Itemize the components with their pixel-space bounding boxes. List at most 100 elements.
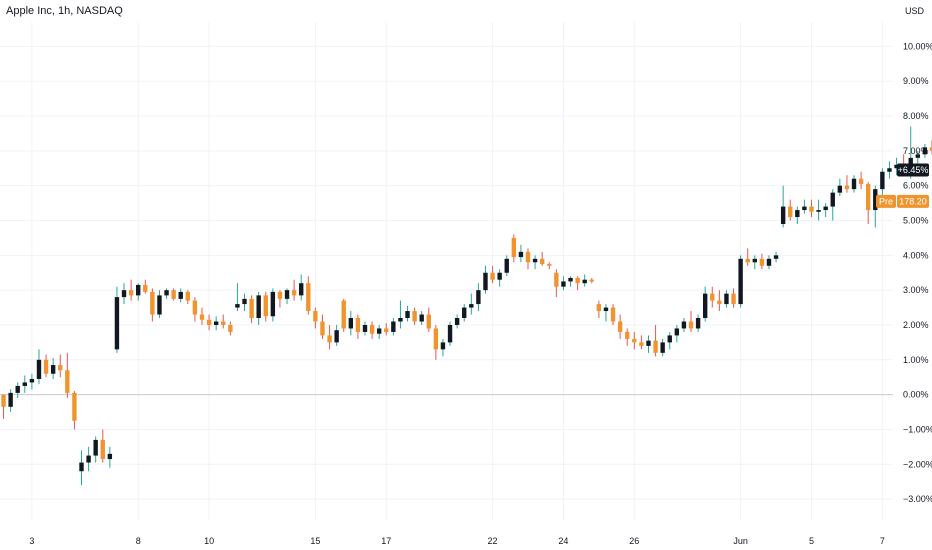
candle-body — [72, 392, 77, 421]
candle-body — [433, 328, 439, 350]
candle-body — [192, 300, 198, 315]
candle-body — [745, 258, 750, 263]
candle-body — [8, 392, 13, 407]
candle-body — [554, 272, 559, 287]
candle-body — [157, 295, 162, 315]
pre-market-label: Pre — [879, 196, 893, 206]
candle-body — [681, 321, 687, 329]
candle-body — [469, 304, 474, 308]
candle-body — [625, 331, 630, 339]
candle-body — [199, 314, 205, 320]
candle-body — [355, 318, 361, 332]
current-value-label: +6.45% — [898, 165, 929, 175]
candle-body — [702, 293, 708, 319]
candle-body — [313, 311, 318, 322]
y-tick-label: 3.00% — [903, 285, 929, 295]
candle-body — [114, 297, 120, 350]
candle-body — [858, 178, 864, 184]
candle-body — [717, 300, 722, 305]
candle-layer — [1, 126, 932, 486]
candle-body — [724, 293, 729, 305]
pre-market-price: 178.20 — [899, 196, 927, 206]
candle-body — [823, 206, 828, 211]
candle-body — [320, 321, 325, 336]
candle-body — [780, 206, 786, 224]
candle-body — [58, 365, 63, 371]
candle-body — [610, 307, 616, 322]
y-tick-label: 0.00% — [903, 390, 929, 400]
candle-body — [79, 462, 84, 472]
x-tick-label: Jun — [733, 536, 748, 546]
candle-body — [596, 304, 602, 312]
candle-body — [483, 272, 488, 291]
candle-body — [263, 295, 268, 317]
candle-body — [391, 321, 396, 332]
candle-body — [327, 335, 332, 343]
candle-body — [539, 258, 545, 265]
y-tick-label: 1.00% — [903, 355, 929, 365]
candle-body — [632, 338, 637, 343]
candle-body — [242, 298, 247, 305]
candle-body — [511, 237, 517, 258]
candle-body — [844, 185, 850, 190]
x-tick-label: 5 — [809, 536, 814, 546]
candle-body — [490, 272, 495, 280]
candle-body — [504, 258, 509, 273]
candle-body — [710, 293, 715, 301]
currency-label: USD — [905, 6, 925, 16]
x-axis-labels: 3 8 10 15 17 22 24 26 Jun 5 7 — [29, 536, 884, 546]
candle-body — [50, 365, 56, 374]
candle-body — [15, 385, 20, 393]
y-tick-label: 6.00% — [903, 181, 929, 191]
candle-body — [575, 277, 580, 284]
candle-body — [235, 304, 240, 308]
candle-body — [773, 255, 779, 259]
y-tick-label: 8.00% — [903, 111, 929, 121]
candle-body — [43, 359, 49, 374]
y-tick-label: 4.00% — [903, 250, 929, 260]
candle-body — [213, 321, 219, 325]
candle-body — [412, 311, 417, 322]
candle-body — [518, 251, 524, 258]
candle-body — [228, 324, 233, 332]
candle-body — [547, 264, 552, 266]
candle-body — [291, 290, 297, 296]
candle-body — [29, 378, 35, 383]
candle-body — [915, 154, 921, 158]
candle-body — [653, 340, 658, 353]
candle-body — [695, 318, 701, 329]
x-tick-label: 7 — [880, 536, 885, 546]
candle-body — [206, 319, 212, 325]
candle-body — [348, 318, 354, 329]
candle-body — [185, 291, 191, 301]
candle-body — [788, 206, 793, 218]
candle-body — [136, 284, 141, 296]
candle-body — [284, 290, 290, 299]
candle-body — [816, 210, 821, 212]
candle-body — [660, 342, 665, 353]
candle-body — [688, 321, 694, 329]
candle-body — [299, 283, 304, 296]
candle-body — [398, 318, 403, 322]
candle-body — [1, 394, 6, 407]
candle-body — [873, 189, 878, 211]
y-tick-label: 10.00% — [903, 41, 932, 51]
current-value-badge: +6.45% — [897, 163, 929, 177]
candle-body — [603, 307, 609, 312]
candle-body — [561, 281, 566, 287]
candle-body — [865, 183, 871, 211]
candle-body — [249, 298, 254, 319]
candle-body — [887, 168, 892, 172]
candle-body — [178, 291, 183, 299]
candle-body — [462, 307, 467, 319]
candle-body — [334, 330, 339, 343]
candle-body — [908, 157, 913, 169]
candle-body — [731, 293, 736, 305]
candle-body — [447, 324, 453, 343]
candle-body — [341, 300, 346, 329]
candle-body — [568, 277, 573, 282]
candle-body — [440, 342, 446, 350]
x-tick-label: 10 — [204, 536, 214, 546]
candle-body — [121, 290, 127, 298]
